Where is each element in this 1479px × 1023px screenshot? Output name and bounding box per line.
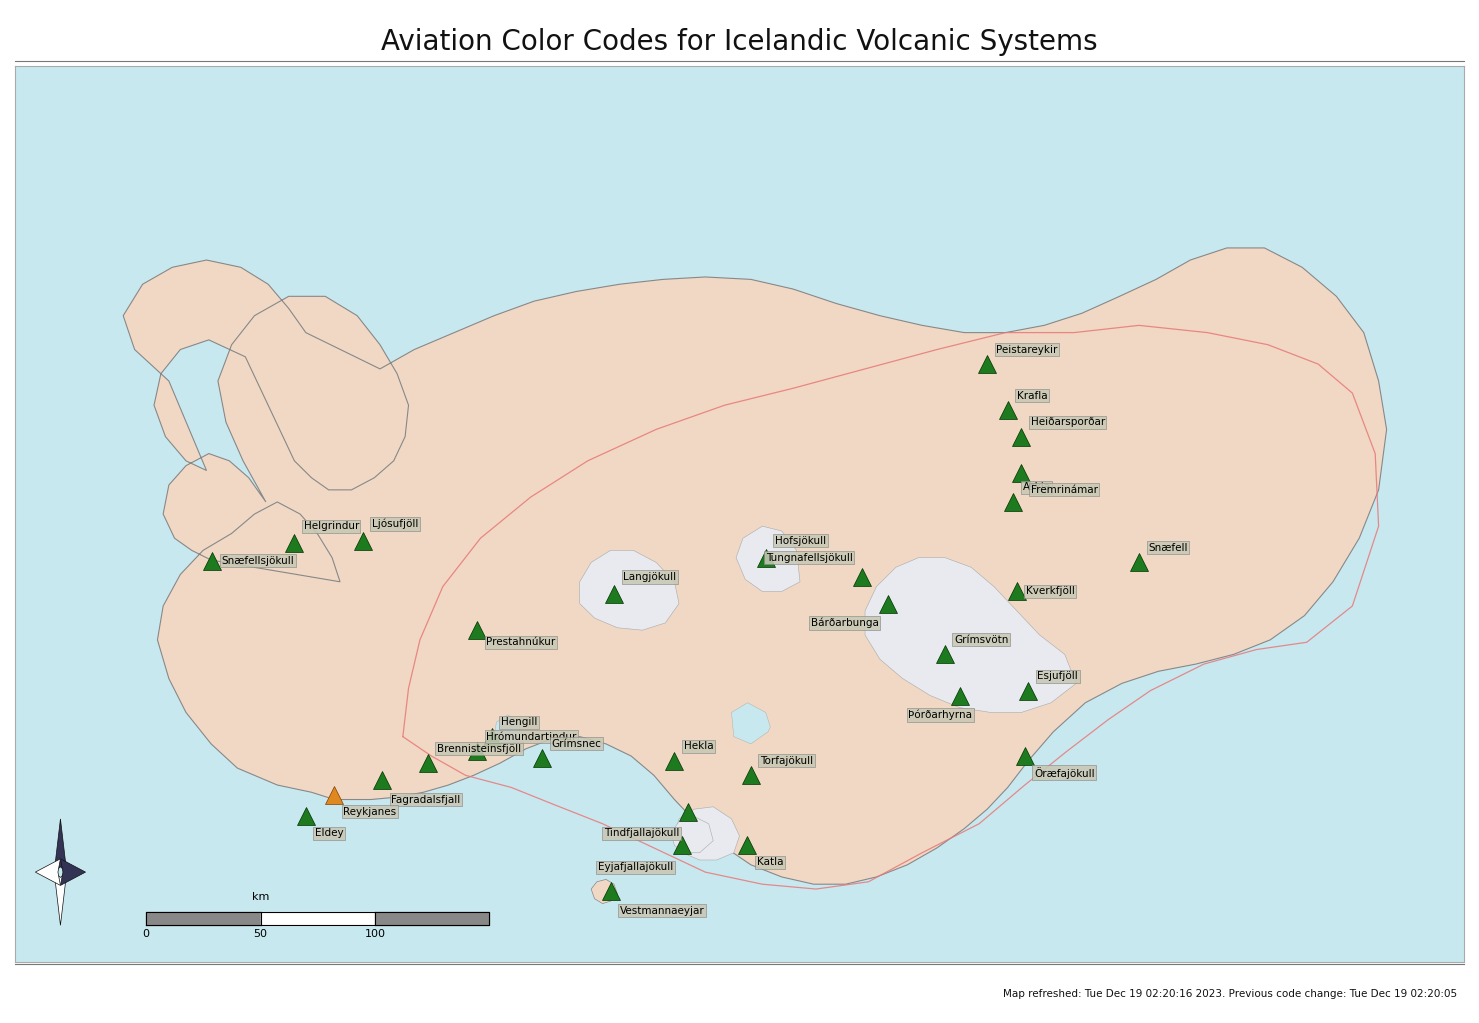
Text: Heiðarsporðar: Heiðarsporðar [1031, 417, 1105, 428]
Polygon shape [61, 858, 86, 886]
Polygon shape [494, 715, 519, 747]
Text: Vestmannaeyjar: Vestmannaeyjar [620, 905, 704, 916]
Text: Prestahnúkur: Prestahnúkur [487, 637, 556, 648]
Text: Eldey: Eldey [315, 829, 343, 839]
Polygon shape [592, 880, 617, 903]
Text: Snæfellsjökull: Snæfellsjökull [222, 555, 294, 566]
Polygon shape [35, 858, 61, 886]
Text: Aviation Color Codes for Icelandic Volcanic Systems: Aviation Color Codes for Icelandic Volca… [382, 28, 1097, 55]
Text: Grímsnес: Grímsnес [552, 739, 600, 749]
Text: Tungnafellsjökull: Tungnafellsjökull [766, 552, 852, 563]
Polygon shape [865, 558, 1077, 712]
Text: Eyjafjallajökull: Eyjafjallajökull [598, 862, 673, 873]
Text: Hekla: Hekla [683, 742, 713, 751]
Text: Fremrinámar: Fremrinámar [1031, 485, 1097, 495]
Text: Hrómundartindur: Hrómundartindur [487, 731, 577, 742]
Text: Hengill: Hengill [501, 717, 537, 727]
Text: 50: 50 [253, 930, 268, 939]
Text: Hofsjökull: Hofsjökull [775, 536, 825, 545]
Text: Helgrindur: Helgrindur [303, 521, 359, 531]
Text: Krafla: Krafla [1018, 391, 1047, 401]
Text: Öræfajökull: Öræfajökull [1034, 767, 1094, 779]
Text: Grímsvötn: Grímsvötn [954, 635, 1009, 644]
Polygon shape [55, 873, 67, 926]
Polygon shape [671, 816, 713, 853]
Text: Peistareykir: Peistareykir [997, 345, 1057, 355]
Text: Bárðarbunga: Bárðarbunga [810, 618, 879, 628]
Text: Esjufjöll: Esjufjöll [1037, 671, 1078, 681]
Text: Snæfell: Snæfell [1148, 543, 1188, 552]
Text: Brennisteinsfjöll: Brennisteinsfjöll [438, 744, 521, 754]
Text: Map refreshed: Tue Dec 19 02:20:16 2023. Previous code change: Tue Dec 19 02:20:: Map refreshed: Tue Dec 19 02:20:16 2023.… [1003, 989, 1457, 999]
Text: Langjökull: Langjökull [623, 572, 676, 582]
Text: 0: 0 [142, 930, 149, 939]
Text: 100: 100 [364, 930, 386, 939]
Text: Kverkfjöll: Kverkfjöll [1026, 586, 1075, 596]
Text: Torfajökull: Torfajökull [760, 756, 813, 766]
Polygon shape [732, 703, 771, 744]
Polygon shape [580, 550, 679, 630]
Text: Tindfjallajökull: Tindfjallajökull [603, 829, 679, 839]
Text: Katla: Katla [757, 857, 782, 868]
Text: Reykjanes: Reykjanes [343, 806, 396, 816]
Text: Fagradalsfjall: Fagradalsfjall [392, 795, 460, 804]
Text: Þórðarhyrna: Þórðarhyrna [908, 710, 972, 720]
Text: Askja: Askja [1022, 483, 1050, 492]
Polygon shape [674, 807, 740, 860]
Polygon shape [123, 248, 1387, 884]
Text: Ljósufjöll: Ljósufjöll [373, 519, 419, 529]
Polygon shape [55, 818, 67, 873]
Text: km: km [251, 892, 269, 902]
Polygon shape [737, 526, 800, 591]
